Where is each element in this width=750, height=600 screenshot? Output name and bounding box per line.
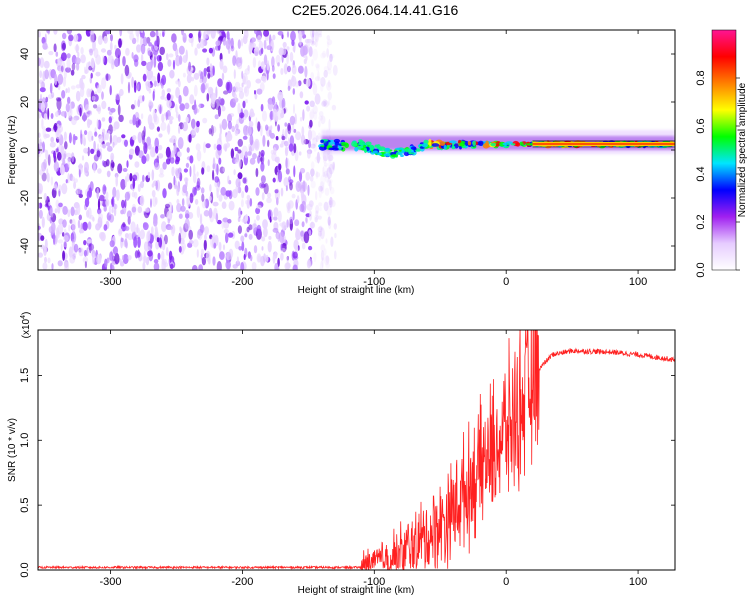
x-tick-label: -100 xyxy=(363,576,385,588)
x-tick-label: -200 xyxy=(231,276,253,288)
snr-frame xyxy=(37,329,676,571)
colorbar-ticks: 0.0 0.2 0.4 0.6 0.8 xyxy=(695,70,740,278)
y-tick-label: 40 xyxy=(19,48,31,60)
x-tick-label: -300 xyxy=(100,576,122,588)
spectrogram-image xyxy=(38,30,675,270)
colorbar-tick-label: 0.6 xyxy=(695,118,707,133)
snr-series-line xyxy=(38,330,675,570)
snr-scale-label: (x104) xyxy=(20,312,32,339)
snr-y-ticks: 0.0 0.5 1.0 1.5 xyxy=(19,368,675,578)
y-tick-label: 0.5 xyxy=(19,497,31,512)
signal-ridge xyxy=(318,130,675,159)
x-tick-label: 100 xyxy=(629,576,647,588)
colorbar-frame xyxy=(711,29,737,271)
x-tick-label: -200 xyxy=(231,576,253,588)
colorbar: 0.0 0.2 0.4 0.6 0.8 Normalized spectral ampl… xyxy=(695,29,748,278)
colorbar-tick-label: 0.2 xyxy=(695,214,707,229)
x-tick-label: 0 xyxy=(503,276,509,288)
spectrogram-y-ticks: -40 -20 0 20 40 xyxy=(19,48,675,254)
spectrogram-x-label: Height of straight line (km) xyxy=(298,285,415,296)
y-tick-label: -20 xyxy=(19,190,31,206)
snr-x-ticks: -300 -200 -100 0 100 xyxy=(100,330,647,588)
colorbar-gradient xyxy=(712,30,736,270)
snr-panel: -300 -200 -100 0 100 0.0 0.5 1.0 1.5 Height of … xyxy=(7,312,676,596)
y-tick-label: -40 xyxy=(19,238,31,254)
y-tick-label: 20 xyxy=(19,96,31,108)
snr-y-label: SNR (10 * v/v) xyxy=(7,418,18,482)
colorbar-tick-label: 0.0 xyxy=(695,262,707,277)
x-tick-label: -300 xyxy=(100,276,122,288)
y-tick-label: 0.0 xyxy=(19,562,31,577)
colorbar-tick-label: 0.4 xyxy=(695,166,707,181)
colorbar-label: Normalized spectral amplitude xyxy=(737,82,748,217)
chart-title: C2E5.2026.064.14.41.G16 xyxy=(291,2,459,18)
noise-speckle xyxy=(38,30,338,270)
snr-background xyxy=(38,330,675,570)
y-tick-label: 0 xyxy=(19,147,31,153)
snr-x-label: Height of straight line (km) xyxy=(298,585,415,596)
spectrogram-x-ticks: -300 -200 -100 0 100 xyxy=(100,30,647,288)
spectrogram-y-label: Frequency (Hz) xyxy=(7,116,18,185)
x-tick-label: 100 xyxy=(629,276,647,288)
colorbar-tick-label: 0.8 xyxy=(695,70,707,85)
x-tick-label: -100 xyxy=(363,276,385,288)
x-tick-label: 0 xyxy=(503,576,509,588)
y-tick-label: 1.5 xyxy=(19,368,31,383)
y-tick-label: 1.0 xyxy=(19,433,31,448)
